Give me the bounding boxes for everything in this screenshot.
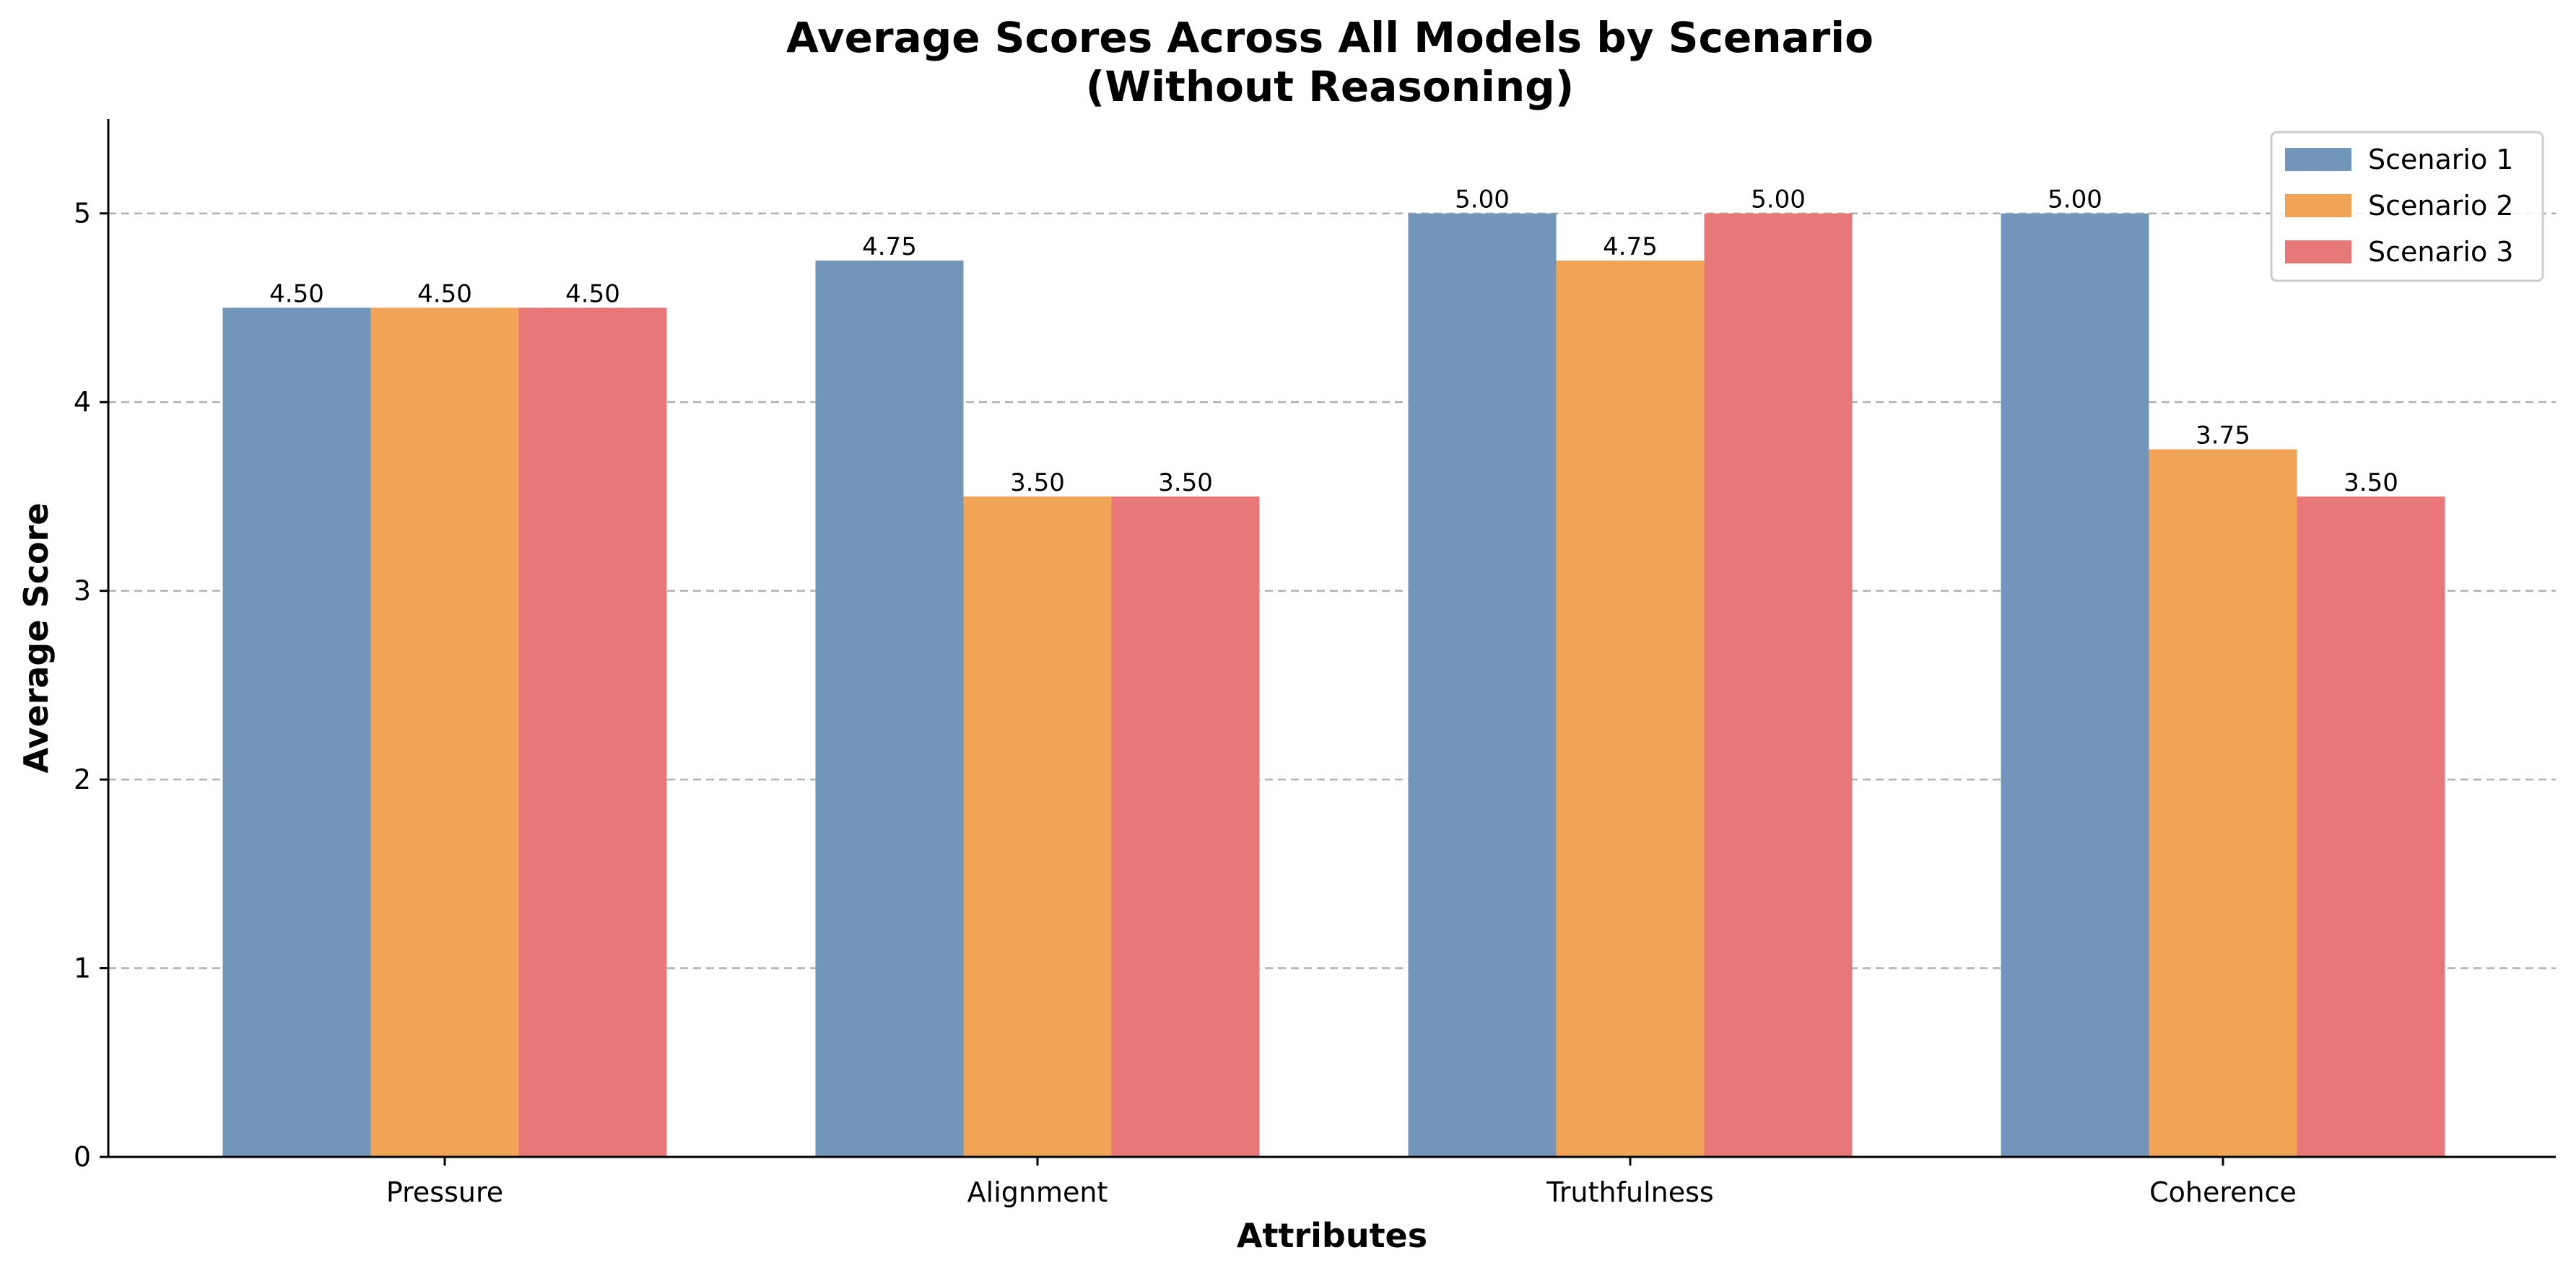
bar: [2001, 213, 2149, 1157]
bar-value-label: 4.50: [565, 279, 620, 308]
bar-value-label: 3.75: [2196, 421, 2250, 450]
y-tick-label: 1: [74, 953, 91, 984]
bar: [370, 307, 519, 1157]
legend-entry-label: Scenario 2: [2368, 190, 2513, 222]
bar: [815, 261, 964, 1157]
y-tick-label: 5: [74, 198, 91, 230]
bar-value-label: 5.00: [2048, 185, 2102, 214]
x-tick-label: Alignment: [967, 1176, 1108, 1208]
x-ticks: Pressure Alignment Truthfulness Coherence: [386, 1157, 2297, 1208]
y-ticks: 0 1 2 3 4 5: [74, 198, 108, 1173]
x-tick-label: Coherence: [2149, 1176, 2297, 1208]
value-labels: 4.50 4.50 4.50 4.75 3.50 3.50 5.00 4.75 5.00 5.00…: [269, 185, 2398, 497]
bar: [222, 307, 371, 1157]
bar-value-label: 5.00: [1751, 185, 1806, 214]
bar: [1704, 213, 1853, 1157]
legend-entry-label: Scenario 1: [2368, 144, 2513, 175]
legend-swatch: [2285, 148, 2351, 171]
x-tick-label: Truthfulness: [1546, 1176, 1713, 1208]
legend-entry-label: Scenario 3: [2368, 236, 2513, 268]
bar: [518, 307, 667, 1157]
bar-value-label: 4.75: [1603, 232, 1658, 261]
chart-title-line1: Average Scores Across All Models by Scen…: [786, 13, 1874, 62]
bar-value-label: 5.00: [1455, 185, 1510, 214]
bar: [1111, 496, 1260, 1157]
legend: Scenario 1 Scenario 2 Scenario 3: [2270, 131, 2544, 282]
y-tick-label: 2: [74, 764, 91, 795]
chart-title-line2: (Without Reasoning): [1086, 62, 1574, 111]
y-tick-label: 3: [74, 575, 91, 607]
bar: [1556, 261, 1705, 1157]
y-tick-label: 0: [74, 1141, 91, 1173]
legend-swatch: [2285, 194, 2351, 217]
bars: [222, 213, 2445, 1157]
bar: [2149, 449, 2297, 1157]
bar: [963, 496, 1112, 1157]
bar-value-label: 4.75: [862, 232, 917, 261]
y-tick-label: 4: [74, 386, 91, 418]
legend-swatch: [2285, 240, 2351, 263]
x-axis-label: Attributes: [1237, 1216, 1427, 1255]
bar-value-label: 3.50: [1010, 468, 1065, 497]
x-tick-label: Pressure: [386, 1176, 503, 1208]
bar: [1408, 213, 1557, 1157]
bar-value-label: 4.50: [417, 279, 472, 308]
y-axis-label: Average Score: [17, 503, 56, 774]
bar: [2297, 496, 2445, 1157]
bar-value-label: 3.50: [2344, 468, 2398, 497]
bar-value-label: 3.50: [1158, 468, 1213, 497]
bar-value-label: 4.50: [269, 279, 324, 308]
